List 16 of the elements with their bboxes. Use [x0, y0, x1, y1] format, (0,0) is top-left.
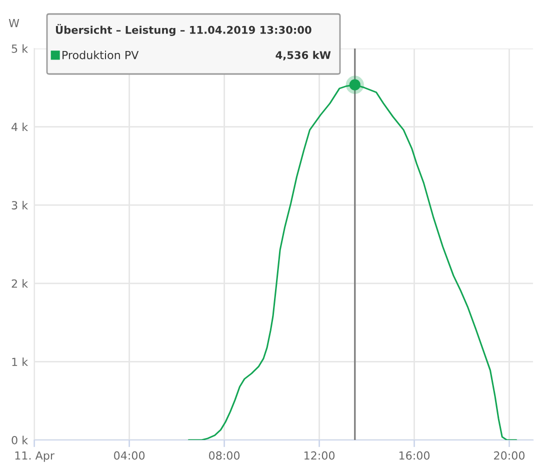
annotation: 4,536 kW — [276, 50, 331, 60]
x-tick-label: 08:00 — [209, 451, 240, 460]
y-tick-label: 1 k — [12, 357, 28, 366]
y-tick-label: 3 k — [12, 200, 28, 210]
x-tick-label: 04:00 — [114, 451, 145, 460]
y-tick-label: 0 k — [12, 436, 28, 444]
y-tick-label: 4 k — [12, 122, 28, 132]
x-tick-label: 12:00 — [304, 451, 335, 460]
text: Übersicht – Leistung – 11.04.2019 13:30:00 — [56, 24, 312, 36]
x-tick-label: 20:00 — [494, 451, 525, 460]
y-tick-label: 5 k — [12, 44, 28, 53]
x-tick-label: 16:00 — [399, 451, 430, 460]
y-axis-title: W — [8, 18, 20, 28]
legend-label: Produktion PV — [62, 50, 139, 60]
x-tick-label: 11. Apr — [15, 451, 55, 462]
y-tick-label: 2 k — [12, 279, 28, 288]
